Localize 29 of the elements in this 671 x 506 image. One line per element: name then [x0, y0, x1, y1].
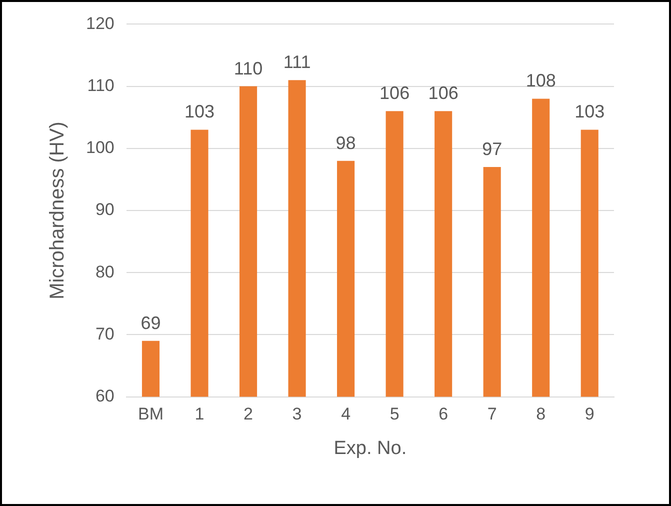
data-label: 108 — [526, 70, 556, 91]
data-label: 69 — [140, 312, 161, 333]
data-label: 103 — [184, 102, 215, 122]
y-tick-label: 80 — [95, 262, 114, 282]
y-tick-label: 70 — [95, 324, 114, 344]
x-tick-label: 2 — [244, 404, 254, 424]
y-tick-label: 110 — [87, 76, 114, 95]
x-tick-label: BM — [138, 404, 164, 424]
x-axis-title: Exp. No. — [334, 438, 407, 459]
data-label: 106 — [428, 83, 458, 104]
x-tick-label: 8 — [536, 404, 546, 424]
data-label: 97 — [482, 139, 502, 159]
y-tick-label: 100 — [86, 138, 114, 158]
data-label: 111 — [283, 52, 311, 72]
data-label: 106 — [380, 83, 410, 104]
x-tick-label: 6 — [438, 404, 448, 424]
x-tick-label: 4 — [341, 404, 351, 424]
x-tick-label: 9 — [584, 404, 594, 424]
y-axis-title: Microhardness (HV) — [46, 122, 69, 300]
x-tick-label: 1 — [194, 404, 204, 424]
y-tick-label: 60 — [95, 386, 114, 406]
data-label: 98 — [336, 132, 356, 153]
y-tick-label: 90 — [95, 200, 114, 220]
x-tick-label: 5 — [390, 404, 400, 424]
x-tick-label: 3 — [292, 404, 302, 424]
x-tick-label: 7 — [487, 404, 497, 424]
y-tick-label: 120 — [86, 14, 114, 33]
data-label: 110 — [234, 58, 263, 78]
data-label: 103 — [574, 102, 605, 122]
